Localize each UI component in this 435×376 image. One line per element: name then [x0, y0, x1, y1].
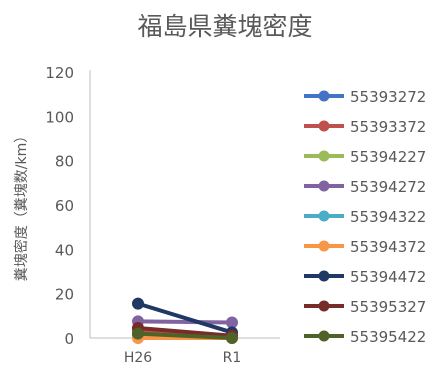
legend-swatch-marker: [318, 330, 330, 342]
legend-swatch-marker: [318, 180, 330, 192]
legend-swatch-marker: [318, 240, 330, 252]
data-point: [132, 297, 144, 310]
legend-item: 55394322: [304, 208, 426, 226]
legend-swatch-marker: [318, 270, 330, 282]
legend-label: 55394372: [350, 238, 426, 256]
legend: 55393272 55393372 55394227 55394272 55394322…: [304, 88, 426, 346]
y-tick-label: 40: [55, 241, 74, 259]
legend-swatch-marker: [318, 150, 330, 162]
x-tick-label: R1: [223, 350, 242, 366]
legend-item: 55393372: [304, 118, 426, 136]
series-line: [137, 319, 233, 325]
legend-item: 55395422: [304, 328, 426, 346]
series-line: [137, 301, 233, 335]
data-point: [132, 327, 144, 340]
series-line: [137, 326, 233, 338]
data-point: [226, 316, 238, 329]
legend-label: 55394322: [350, 208, 426, 226]
y-tick-label: 60: [55, 197, 74, 215]
chart-title: 福島県糞塊密度: [137, 12, 312, 41]
legend-label: 55395422: [350, 328, 426, 346]
series-line: [137, 331, 233, 340]
plot-area: 0 20 40 60 80 100 120 H26 R1: [45, 64, 280, 366]
legend-item: 55394227: [304, 148, 426, 166]
y-tick-label: 0: [64, 330, 74, 348]
legend-label: 55393372: [350, 118, 426, 136]
legend-item: 55393272: [304, 88, 426, 106]
legend-label: 55394227: [350, 148, 426, 166]
legend-label: 55394272: [350, 178, 426, 196]
legend-label: 55395327: [350, 298, 426, 316]
y-tick-label: 20: [55, 286, 74, 304]
y-axis-label: 糞塊密度（糞塊数/km）: [13, 129, 30, 281]
legend-item: 55394472: [304, 268, 426, 286]
legend-swatch-marker: [318, 210, 330, 222]
y-tick-label: 80: [55, 153, 74, 171]
legend-swatch-marker: [318, 300, 330, 312]
legend-label: 55394472: [350, 268, 426, 286]
legend-swatch-marker: [318, 120, 330, 132]
legend-item: 55394272: [304, 178, 426, 196]
legend-swatch-marker: [318, 90, 330, 102]
y-tick-label: 120: [45, 64, 74, 82]
legend-item: 55394372: [304, 238, 426, 256]
legend-label: 55393272: [350, 88, 426, 106]
data-point: [226, 332, 238, 344]
x-tick-label: H26: [124, 350, 152, 366]
y-tick-label: 100: [45, 108, 74, 126]
legend-item: 55395327: [304, 298, 426, 316]
